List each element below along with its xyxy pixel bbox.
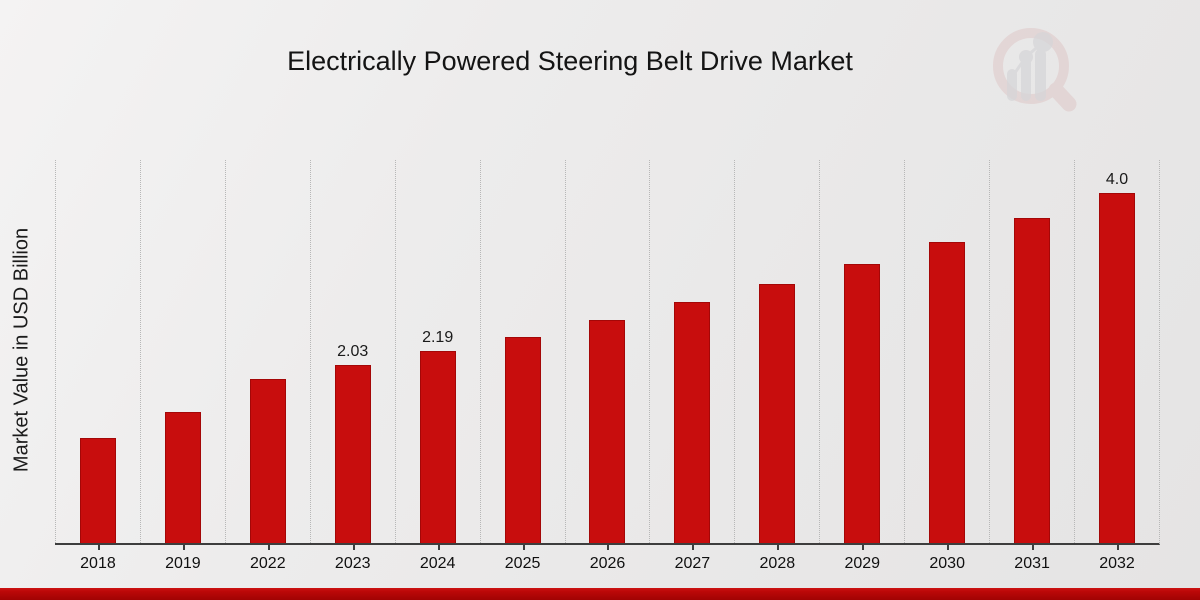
category-column-2031: 2031 — [989, 160, 1074, 572]
bar-2027 — [674, 302, 711, 543]
bar-2019 — [164, 412, 201, 543]
category-column-2027: 2027 — [649, 160, 734, 572]
x-axis-tick-2024 — [437, 545, 440, 550]
category-column-2030: 2030 — [904, 160, 989, 572]
bar-2032 — [1099, 193, 1136, 543]
category-column-2022: 2022 — [224, 160, 310, 572]
bar-2031 — [1014, 218, 1051, 543]
category-column-2028: 2028 — [734, 160, 819, 572]
x-axis-tick-2023 — [352, 545, 355, 550]
x-axis-label-2027: 2027 — [674, 555, 711, 572]
x-axis-label-2032: 2032 — [1099, 555, 1135, 572]
x-axis-tick-2027 — [692, 545, 695, 550]
category-column-2032: 4.0 2032 — [1074, 160, 1159, 572]
magnifier-bar-chart-logo-icon — [993, 28, 1077, 112]
bar-2030 — [929, 242, 966, 543]
x-axis-label-2029: 2029 — [844, 555, 881, 572]
bar-value-label-2023: 2.03 — [337, 343, 369, 360]
bar-2025 — [504, 337, 541, 543]
bar-2024 — [419, 351, 456, 543]
x-axis-tick-2018 — [97, 545, 100, 550]
footer-accent-band — [0, 588, 1200, 600]
x-axis-label-2031: 2031 — [1014, 555, 1050, 572]
bar-2026 — [589, 320, 626, 543]
x-axis-tick-2019 — [182, 545, 185, 550]
x-axis-tick-2025 — [522, 545, 525, 550]
bar-2022 — [249, 379, 286, 543]
x-axis-label-2025: 2025 — [504, 555, 541, 572]
x-axis-tick-2030 — [947, 545, 950, 550]
x-axis-label-2030: 2030 — [929, 555, 965, 572]
x-axis-label-2022: 2022 — [250, 555, 286, 572]
bar-2023 — [334, 365, 371, 543]
bar-2029 — [844, 264, 881, 543]
category-column-2029: 2029 — [819, 160, 904, 572]
chart-title: Electrically Powered Steering Belt Drive… — [287, 46, 853, 76]
x-axis-label-2024: 2024 — [419, 555, 456, 572]
x-axis-tick-2028 — [777, 545, 780, 550]
bar-value-label-2032: 4.0 — [1105, 171, 1129, 188]
x-axis-label-2023: 2023 — [334, 555, 371, 572]
x-axis-tick-2029 — [862, 545, 865, 550]
category-column-2024: 2.19 2024 — [394, 160, 480, 572]
category-column-2025: 2025 — [479, 160, 565, 572]
x-axis-tick-2031 — [1032, 545, 1035, 550]
x-axis-label-2026: 2026 — [589, 555, 626, 572]
bar-value-label-2024: 2.19 — [422, 329, 454, 346]
bar-2018 — [79, 438, 116, 543]
category-column-2019: 2019 — [139, 160, 225, 572]
x-axis-label-2019: 2019 — [165, 555, 201, 572]
x-axis-tick-2026 — [607, 545, 610, 550]
plot-area: 2018 2019 2022 2.03 2023 2.19 2024 2025 2026 2027… — [55, 160, 1160, 572]
bar-2028 — [759, 284, 796, 543]
category-column-2026: 2026 — [564, 160, 650, 572]
category-column-2023: 2.03 2023 — [309, 160, 395, 572]
x-axis-label-2028: 2028 — [759, 555, 796, 572]
x-axis-label-2018: 2018 — [80, 555, 116, 572]
x-axis-tick-2022 — [267, 545, 270, 550]
x-axis-tick-2032 — [1117, 545, 1120, 550]
category-column-2018: 2018 — [55, 160, 140, 572]
y-axis-title: Market Value in USD Billion — [10, 227, 33, 473]
